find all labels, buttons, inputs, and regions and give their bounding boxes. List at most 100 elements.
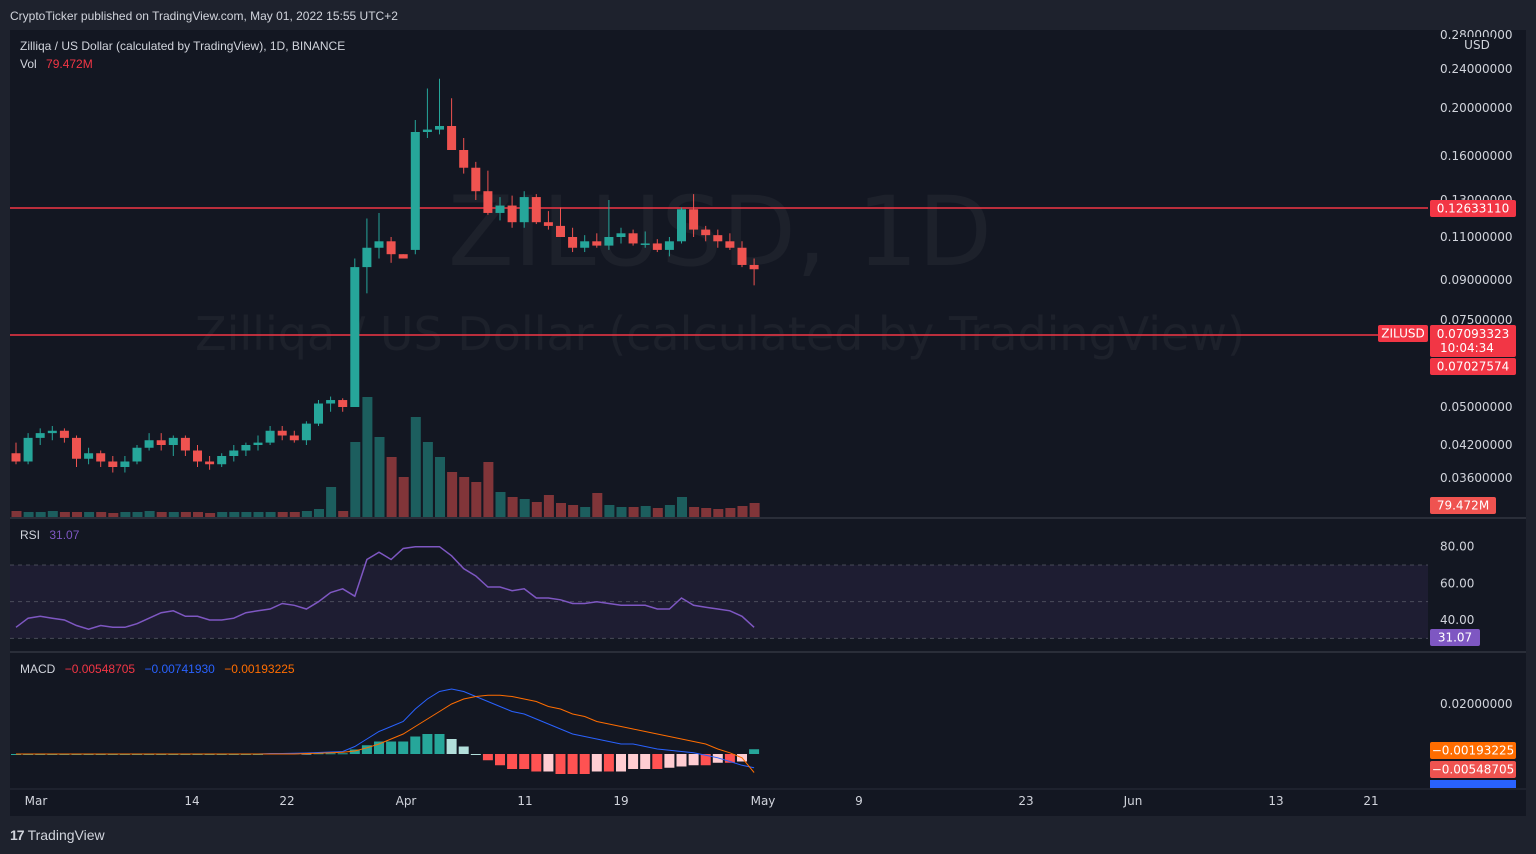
macd-histogram-bar: [519, 754, 530, 769]
volume-bar: [543, 495, 554, 517]
price-axis-label: 0.09000000: [1440, 273, 1513, 287]
time-axis-label: 19: [613, 794, 628, 808]
support-price-tag-bg: [1430, 358, 1516, 375]
symbol-tag-bg: [1378, 325, 1428, 342]
candle-body: [350, 267, 360, 407]
volume-bar: [447, 472, 458, 517]
volume-bar: [568, 505, 579, 517]
candle-body: [616, 233, 626, 237]
candle-body: [108, 461, 118, 467]
candle-body: [398, 254, 408, 259]
histogram-tag-bg: [1430, 742, 1516, 759]
support-price-tag: 0.07027574: [1437, 360, 1510, 374]
currency-label: USD: [1464, 38, 1490, 52]
chart-svg[interactable]: ZILUSD, 1D Zilliqa / US Dollar (calculate…: [10, 30, 1526, 816]
volume-bar: [265, 512, 276, 517]
macd-axis-label: 0.02000000: [1440, 697, 1513, 711]
macd-histogram-bar: [422, 734, 433, 754]
macd-histogram-bar: [591, 754, 602, 772]
time-axis-label: 21: [1363, 794, 1378, 808]
rsi-axis-label: 80.00: [1440, 540, 1474, 554]
candle-body: [531, 197, 541, 223]
tradingview-logo[interactable]: 17 TradingView: [10, 827, 105, 843]
macd-value: −0.00548705: [64, 662, 136, 676]
footer-bar: 17 TradingView: [0, 816, 1536, 854]
histogram-value: −0.00193225: [224, 662, 295, 676]
volume-label: Vol: [20, 57, 37, 71]
signal-line: [16, 694, 755, 773]
macd-histogram-bar: [700, 754, 711, 766]
macd-histogram-bar: [470, 754, 481, 755]
candle-body: [144, 440, 154, 448]
macd-histogram-bar: [555, 754, 566, 774]
volume-bar: [592, 493, 603, 517]
volume-bar: [471, 482, 482, 517]
volume-bar: [604, 505, 615, 517]
publisher-bar: CryptoTicker published on TradingView.co…: [0, 0, 1536, 30]
candle-body: [277, 430, 287, 436]
candle-body: [132, 447, 142, 462]
volume-bar: [229, 512, 240, 517]
resistance-price-tag: 0.12633110: [1437, 202, 1510, 216]
volume-bar: [35, 512, 46, 517]
macd-histogram-bar: [567, 754, 578, 774]
rsi-band: [10, 565, 1428, 639]
candle-body: [628, 233, 638, 244]
candle-body: [713, 235, 723, 242]
tradingview-logo-icon: 17: [10, 827, 25, 843]
volume-bar: [144, 511, 155, 517]
volume-bar: [689, 507, 700, 517]
candle-body: [677, 209, 686, 242]
candle-body: [338, 400, 348, 407]
macd-histogram-bar: [603, 754, 614, 772]
macd-histogram-bar: [507, 754, 518, 769]
volume-bar: [350, 442, 361, 517]
candle-body: [592, 241, 602, 246]
rsi-value-tag-bg: [1430, 629, 1480, 646]
macd-histogram-bar: [749, 749, 760, 754]
macd-histogram-bar: [398, 741, 409, 754]
volume-bar: [362, 397, 373, 517]
macd-histogram-bar: [579, 754, 590, 774]
candle-body: [35, 433, 45, 438]
volume-bar: [519, 499, 530, 517]
macd-legend: MACD −0.00548705 −0.00741930 −0.00193225: [20, 662, 295, 676]
volume-bar: [120, 512, 131, 517]
volume-bar: [84, 512, 95, 517]
volume-bar: [725, 508, 736, 517]
chart-area[interactable]: ZILUSD, 1D Zilliqa / US Dollar (calculate…: [10, 30, 1526, 816]
price-axis-label: 0.04200000: [1440, 438, 1513, 452]
macd-histogram-bar: [446, 739, 457, 754]
candle-body: [229, 450, 239, 456]
macd-histogram-bar: [349, 749, 360, 754]
volume-bar: [241, 512, 252, 517]
time-axis-label: 11: [517, 794, 532, 808]
price-axis-label: 0.05000000: [1440, 400, 1513, 414]
candle-body: [422, 129, 432, 132]
time-axis-label: Apr: [396, 794, 417, 808]
volume-bar: [168, 512, 179, 517]
price-axis-label: 0.03600000: [1440, 471, 1513, 485]
volume-bar: [507, 497, 518, 517]
macd-histogram-bar: [640, 754, 651, 769]
volume-bar: [580, 507, 591, 517]
candle-body: [265, 430, 275, 443]
macd-tag-bg: [1430, 761, 1516, 778]
currency-badge: [1460, 37, 1494, 53]
rsi-label: RSI: [20, 528, 41, 542]
publisher-line: CryptoTicker published on TradingView.co…: [10, 9, 398, 23]
volume-bar: [616, 507, 627, 517]
candle-body: [556, 225, 565, 237]
candle-body: [701, 229, 711, 236]
volume-bar: [314, 509, 324, 517]
candle-body: [640, 243, 650, 245]
candle-body: [749, 264, 759, 270]
tradingview-brand: TradingView: [27, 827, 105, 843]
candle-body: [604, 237, 614, 246]
candle-body: [84, 453, 94, 459]
signal-value: −0.00741930: [144, 662, 215, 676]
candle-body: [362, 247, 372, 268]
candle-body: [289, 435, 299, 441]
candle-body: [180, 437, 190, 451]
symbol-legend: Zilliqa / US Dollar (calculated by Tradi…: [20, 39, 345, 53]
